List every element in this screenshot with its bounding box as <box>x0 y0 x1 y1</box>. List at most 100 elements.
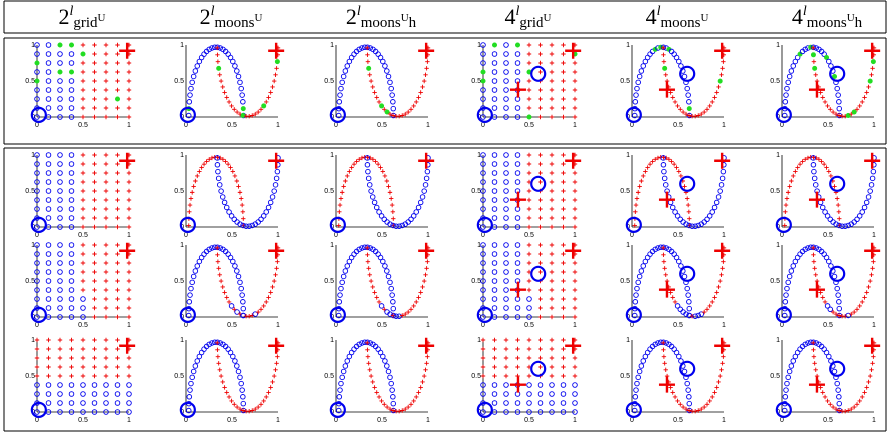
point-plus <box>866 379 871 385</box>
point-plus <box>549 346 555 352</box>
point-plus <box>387 111 393 117</box>
point-plus <box>716 84 721 90</box>
point-plus <box>805 155 811 161</box>
point-plus <box>862 95 867 100</box>
point-circle <box>381 216 388 223</box>
point-circle <box>503 391 509 397</box>
point-circle <box>389 92 395 98</box>
point-circle <box>396 223 402 229</box>
labeled-point-circle <box>30 106 47 123</box>
point-plus <box>696 408 701 413</box>
x-tick-label: 1 <box>276 322 280 329</box>
point-circle <box>503 269 509 275</box>
point-circle <box>678 263 684 269</box>
labeled-point-plus <box>418 152 435 169</box>
point-plus <box>538 69 543 75</box>
point-plus <box>69 364 74 370</box>
panel-r4-c5: 000.50.511 <box>620 337 731 424</box>
point-plus <box>851 309 857 315</box>
point-plus <box>686 209 692 214</box>
point-circle <box>57 409 63 415</box>
point-plus <box>572 60 578 66</box>
point-circle <box>206 246 212 253</box>
point-plus <box>359 155 365 161</box>
point-plus <box>400 113 405 118</box>
point-plus <box>115 51 120 57</box>
point-plus <box>230 169 236 174</box>
point-plus <box>423 367 428 373</box>
point-plus <box>837 216 842 221</box>
point-plus <box>561 197 566 203</box>
point-plus <box>515 364 520 370</box>
panel-r4-c3: 000.50.511 <box>324 337 435 424</box>
point-circle <box>662 182 669 188</box>
point-plus <box>103 242 109 248</box>
point-plus <box>526 242 532 248</box>
y-tick-label: 1 <box>626 337 630 344</box>
point-plus <box>692 113 698 119</box>
labeled-point-circle <box>625 216 642 233</box>
point-plus <box>811 59 817 64</box>
point-plus <box>411 398 416 404</box>
point-plus <box>814 155 819 161</box>
point-plus <box>268 290 273 295</box>
point-plus <box>187 209 192 214</box>
point-highlight <box>480 69 486 75</box>
point-plus <box>103 260 109 266</box>
point-plus <box>215 252 220 257</box>
point-plus <box>345 173 350 179</box>
point-circle <box>660 162 667 168</box>
point-circle <box>34 287 40 293</box>
point-circle <box>346 258 353 265</box>
point-plus <box>92 242 97 248</box>
point-plus <box>224 390 229 395</box>
point-circle <box>382 63 388 69</box>
point-plus <box>830 404 836 410</box>
point-circle <box>480 60 486 66</box>
point-plus <box>372 290 377 295</box>
point-plus <box>421 373 427 379</box>
point-plus <box>633 202 639 208</box>
header-sup-u: U <box>98 12 106 24</box>
column-header-5: 4lmoonsU <box>646 4 709 31</box>
point-plus <box>860 394 865 400</box>
point-circle <box>823 349 830 356</box>
point-plus <box>238 196 244 201</box>
header-sup-u: U <box>847 12 855 24</box>
x-tick-label: 1 <box>872 122 876 129</box>
point-plus <box>80 215 86 221</box>
point-plus <box>365 45 370 51</box>
point-plus <box>633 209 638 214</box>
point-circle <box>695 312 701 319</box>
labeled-point-plus <box>658 281 675 298</box>
point-plus <box>668 385 673 390</box>
point-circle <box>57 400 63 406</box>
point-plus <box>103 188 109 194</box>
point-plus <box>549 69 555 75</box>
point-plus <box>382 173 388 179</box>
point-circle <box>491 215 498 221</box>
point-circle <box>560 391 567 397</box>
point-circle <box>422 182 429 188</box>
point-circle <box>503 224 509 230</box>
point-circle <box>267 199 274 206</box>
point-plus <box>820 295 825 300</box>
point-plus <box>266 295 271 300</box>
labeled-point-circle <box>530 265 547 282</box>
point-plus <box>368 278 374 284</box>
x-tick-label: 0.5 <box>673 122 683 129</box>
point-highlight <box>366 65 372 71</box>
point-highlight <box>812 65 818 71</box>
point-plus <box>661 347 666 352</box>
point-circle <box>265 204 272 211</box>
point-plus <box>92 251 97 257</box>
point-plus <box>418 90 423 95</box>
point-plus <box>480 373 486 379</box>
point-circle <box>216 182 223 188</box>
point-circle <box>786 73 793 80</box>
point-plus <box>572 105 578 111</box>
point-circle <box>788 268 795 274</box>
point-plus <box>675 103 680 109</box>
header-name: moons <box>361 15 401 31</box>
point-plus <box>115 355 120 361</box>
